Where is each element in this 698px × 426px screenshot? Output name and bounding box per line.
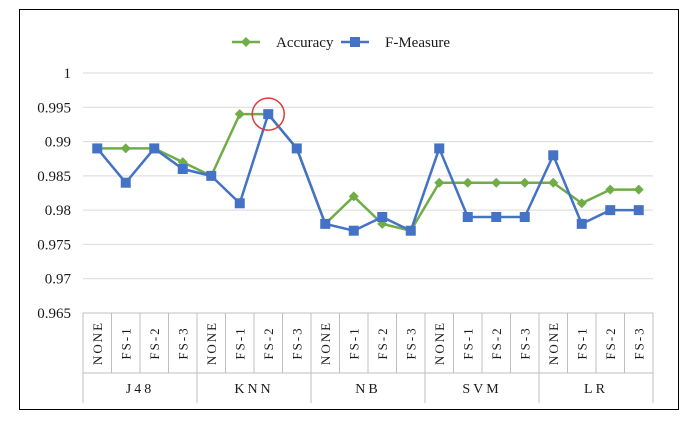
data-point-square	[263, 109, 274, 120]
y-tick-label: 0.985	[37, 169, 71, 185]
x-tick-label: FS-1	[574, 326, 589, 359]
data-point-square	[548, 150, 559, 161]
legend-label: Accuracy	[276, 35, 334, 51]
data-point-square	[519, 212, 530, 222]
y-tick-label: 0.97	[45, 272, 72, 288]
series-f-measure	[92, 109, 644, 236]
y-tick-label: 0.975	[37, 237, 71, 253]
x-axis: NONE FS-1 FS-2 FS-3 NONE FS-1 FS-2 FS-3 NONE FS-1…	[82, 312, 654, 403]
data-point-diamond	[548, 177, 559, 188]
data-point-square	[462, 212, 473, 222]
highlight-circle	[251, 97, 285, 131]
group-label: LR	[584, 382, 608, 397]
legend-marker-diamond	[241, 37, 251, 47]
data-point-square	[405, 225, 416, 236]
data-point-diamond	[462, 177, 473, 188]
data-point-square	[149, 143, 160, 154]
y-tick-label: 0.995	[37, 100, 71, 116]
x-tick-label: FS-3	[289, 326, 304, 359]
data-point-square	[434, 143, 445, 154]
data-point-square	[348, 225, 359, 236]
x-tick-label: FS-2	[603, 326, 618, 359]
data-point-diamond	[605, 184, 616, 195]
group-label: KNN	[234, 382, 273, 397]
legend: Accuracy F-Measure	[232, 35, 450, 51]
x-tick-label: NONE	[204, 321, 219, 365]
data-point-square	[576, 218, 587, 229]
group-label: J48	[126, 382, 154, 397]
x-tick-label: FS-2	[375, 326, 390, 359]
annotation-layer	[251, 97, 285, 131]
x-tick-label: FS-2	[147, 326, 162, 359]
data-point-square	[120, 177, 131, 188]
data-point-square	[206, 170, 217, 181]
x-tick-label: NONE	[90, 321, 105, 365]
y-axis: 0.965 0.97 0.975 0.98 0.985 0.99 0.995 1	[37, 66, 71, 322]
x-tick-label: FS-1	[346, 326, 361, 359]
data-point-square	[291, 143, 302, 154]
y-tick-label: 0.99	[45, 135, 71, 151]
data-point-diamond	[576, 198, 587, 209]
data-point-square	[234, 198, 245, 209]
y-tick-label: 1	[64, 66, 72, 82]
data-point-square	[377, 212, 388, 222]
series-layer	[92, 109, 644, 236]
x-tick-label: FS-3	[403, 326, 418, 359]
data-point-diamond	[234, 109, 245, 120]
x-tick-label: NONE	[432, 321, 447, 365]
x-tick-label: FS-1	[232, 326, 247, 359]
x-tick-label: FS-3	[175, 326, 190, 359]
data-point-diamond	[519, 177, 530, 188]
group-label: SVM	[462, 382, 501, 397]
data-point-diamond	[491, 177, 502, 188]
group-label: NB	[355, 382, 380, 397]
x-tick-label: FS-3	[631, 326, 646, 359]
x-tick-label: FS-2	[261, 326, 276, 359]
data-point-square	[320, 218, 331, 229]
y-tick-label: 0.98	[45, 203, 71, 219]
x-tick-label: FS-1	[118, 326, 133, 359]
data-point-square	[92, 143, 103, 154]
data-point-square	[177, 164, 188, 174]
x-tick-label: FS-3	[517, 326, 532, 359]
data-point-square	[491, 212, 502, 222]
data-point-diamond	[348, 191, 359, 202]
chart-border	[19, 9, 679, 410]
legend-marker-square	[350, 37, 360, 47]
data-point-diamond	[120, 143, 131, 154]
data-point-diamond	[633, 184, 644, 195]
data-point-square	[605, 205, 616, 216]
y-tick-label: 0.965	[37, 306, 71, 322]
legend-label: F-Measure	[385, 35, 450, 51]
x-tick-label: NONE	[318, 321, 333, 365]
data-point-diamond	[434, 177, 445, 188]
x-tick-label: NONE	[546, 321, 561, 365]
data-point-square	[633, 205, 644, 216]
x-tick-label: FS-1	[460, 326, 475, 359]
x-tick-label: FS-2	[489, 326, 504, 359]
